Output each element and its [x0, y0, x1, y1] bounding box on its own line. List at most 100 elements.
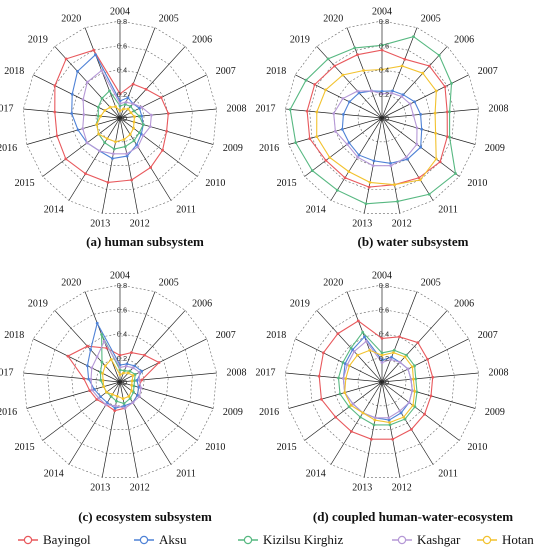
data-point: [368, 348, 372, 352]
data-point: [130, 379, 134, 383]
radial-tick-label: 0.8: [379, 281, 389, 290]
data-point: [53, 110, 57, 114]
data-point: [396, 200, 399, 203]
data-point: [140, 105, 144, 109]
data-point: [129, 105, 133, 108]
data-point: [89, 348, 92, 352]
data-point: [398, 409, 402, 413]
data-point: [118, 92, 122, 96]
data-point: [131, 82, 135, 86]
data-point: [336, 332, 340, 335]
category-label: 2006: [454, 34, 474, 45]
data-point: [380, 48, 384, 52]
category-label: 2012: [130, 483, 150, 494]
series-line-kizilsu-kirghiz: [337, 331, 418, 426]
data-point: [412, 35, 415, 38]
grid-spoke: [26, 117, 121, 145]
data-point: [122, 371, 125, 375]
category-label: 2018: [4, 66, 24, 77]
data-point: [121, 397, 125, 401]
data-point: [358, 415, 362, 419]
data-point: [421, 71, 425, 75]
data-point: [434, 89, 438, 93]
data-point: [380, 361, 384, 364]
data-point: [392, 348, 396, 352]
data-point: [352, 350, 356, 353]
data-point: [367, 185, 371, 189]
data-point: [380, 89, 384, 93]
data-point: [403, 417, 407, 421]
radial-tick-label: 0.4: [379, 330, 389, 339]
data-point: [415, 142, 419, 146]
legend-marker: [139, 535, 149, 545]
grid-ring: [23, 284, 217, 478]
data-point: [141, 134, 145, 137]
data-point: [166, 112, 170, 115]
data-point: [353, 46, 357, 50]
data-point: [434, 157, 438, 161]
data-point: [406, 367, 410, 371]
data-point: [70, 112, 74, 115]
category-label: 2008: [227, 104, 247, 115]
data-point: [70, 92, 74, 96]
data-point: [373, 418, 377, 422]
data-point: [304, 78, 308, 82]
category-label: 2014: [44, 469, 64, 480]
grid-spoke: [381, 381, 476, 409]
category-label: 2012: [392, 219, 412, 230]
data-point: [55, 134, 59, 138]
data-point: [391, 437, 395, 441]
data-point: [412, 377, 415, 381]
series-line-kashgar: [342, 340, 413, 419]
category-label: 2018: [266, 330, 286, 341]
data-point: [135, 379, 139, 382]
data-point: [390, 355, 393, 359]
radial-tick-label: 0.2: [379, 90, 389, 99]
grid-spoke: [304, 117, 383, 177]
grid-spoke: [42, 117, 121, 177]
radial-tick-label: 0.0: [117, 114, 127, 123]
data-point: [76, 70, 79, 73]
data-point: [310, 169, 314, 173]
data-point: [123, 145, 127, 149]
category-label: 2009: [485, 143, 505, 154]
data-point: [434, 131, 437, 135]
data-point: [66, 354, 70, 358]
category-label: 2016: [0, 407, 17, 418]
data-point: [419, 145, 423, 149]
data-point: [64, 157, 68, 161]
data-point: [81, 98, 85, 101]
data-point: [372, 423, 376, 427]
data-point: [364, 339, 368, 343]
category-label: 2019: [28, 34, 48, 45]
category-label: 2015: [277, 178, 297, 189]
data-point: [137, 114, 141, 118]
data-point: [64, 57, 68, 61]
data-point: [165, 129, 169, 133]
grid-spoke: [381, 46, 448, 119]
data-point: [347, 141, 351, 145]
grid-spoke: [381, 117, 476, 145]
grid-ring: [333, 69, 431, 166]
data-point: [130, 389, 134, 393]
data-point: [100, 360, 104, 364]
category-label: 2019: [28, 298, 48, 309]
grid-ring: [71, 69, 169, 166]
data-point: [342, 377, 345, 380]
data-point: [332, 112, 336, 115]
data-point: [348, 364, 351, 368]
data-point: [443, 85, 447, 89]
category-label: 2007: [478, 330, 498, 341]
data-point: [288, 108, 292, 111]
category-label: 2011: [176, 205, 196, 216]
data-point: [96, 105, 100, 109]
data-point: [328, 156, 332, 159]
radial-tick-label: 0.8: [117, 281, 127, 290]
data-point: [408, 102, 412, 106]
data-point: [398, 360, 402, 364]
data-point: [111, 152, 115, 156]
grid-spoke: [346, 27, 383, 119]
data-point: [416, 341, 420, 344]
data-point: [86, 364, 89, 368]
radial-tick-label: 0.2: [117, 90, 127, 99]
